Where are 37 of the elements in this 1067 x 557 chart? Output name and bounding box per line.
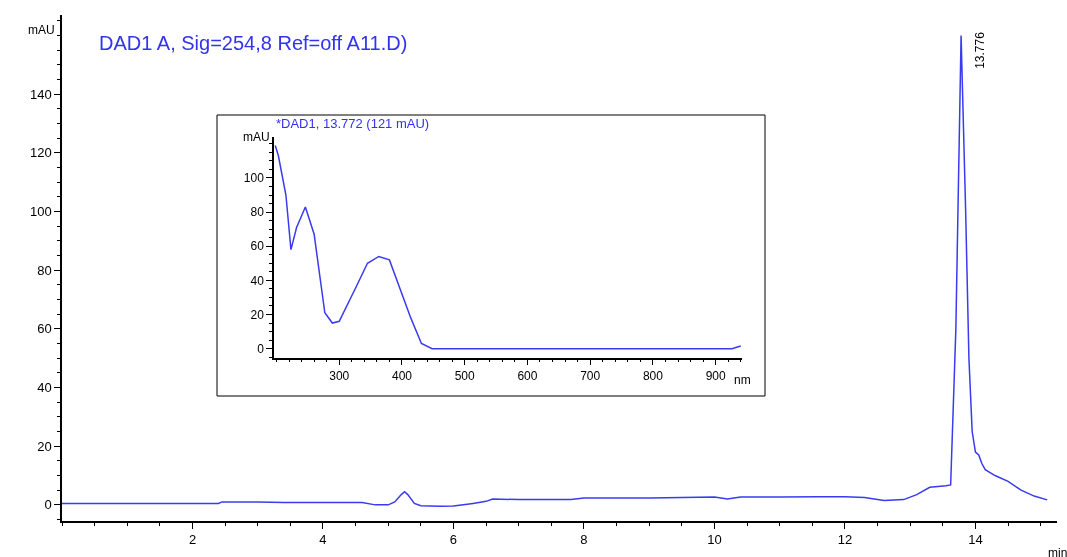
- y-tick-label: 60: [250, 239, 265, 254]
- y-tick-label: 140: [29, 86, 52, 102]
- text: DAD1 A, Sig=254,8 Ref=off A11.D): [99, 32, 408, 54]
- y-tick-label: 40: [250, 273, 265, 288]
- x-tick-label: 400: [391, 368, 413, 383]
- line-series: [274, 144, 742, 350]
- y-tick-label: 40: [37, 380, 52, 396]
- x-tick-label: 900: [705, 368, 726, 383]
- line-series: [62, 34, 1048, 508]
- y-tick-label: 100: [29, 204, 52, 220]
- x-tick-label: 700: [580, 368, 601, 383]
- x-axis-title: nm: [734, 373, 751, 387]
- annotation: 13.776: [972, 31, 987, 69]
- x-tick-label: 4: [319, 532, 327, 548]
- x-tick-label: 8: [580, 532, 588, 548]
- x-tick-label: 6: [449, 532, 458, 548]
- chart-title: *DAD1, 13.772 (121 mAU): [276, 116, 430, 131]
- x-axis-title: min: [1048, 546, 1067, 557]
- y-tick-label: 80: [37, 262, 52, 278]
- y-tick-label: 0: [44, 497, 52, 513]
- y-axis-title: mAU: [243, 130, 270, 144]
- x-tick-label: 10: [707, 532, 722, 548]
- y-tick-label: 20: [37, 438, 52, 454]
- x-tick-label: 300: [329, 368, 350, 383]
- x-tick-label: 12: [837, 532, 853, 548]
- y-tick-label: 0: [257, 341, 265, 356]
- y-tick-label: 100: [243, 171, 265, 186]
- x-tick-label: 2: [188, 532, 197, 548]
- x-tick-label: 500: [454, 368, 476, 383]
- y-axis-title: mAU: [28, 23, 55, 37]
- x-tick-label: 800: [642, 368, 664, 383]
- y-tick-label: 60: [37, 321, 52, 337]
- x-tick-label: 600: [517, 368, 538, 383]
- y-tick-label: 20: [250, 307, 265, 322]
- y-tick-label: 120: [29, 145, 52, 161]
- x-tick-label: 14: [968, 532, 983, 548]
- y-tick-label: 80: [250, 205, 265, 220]
